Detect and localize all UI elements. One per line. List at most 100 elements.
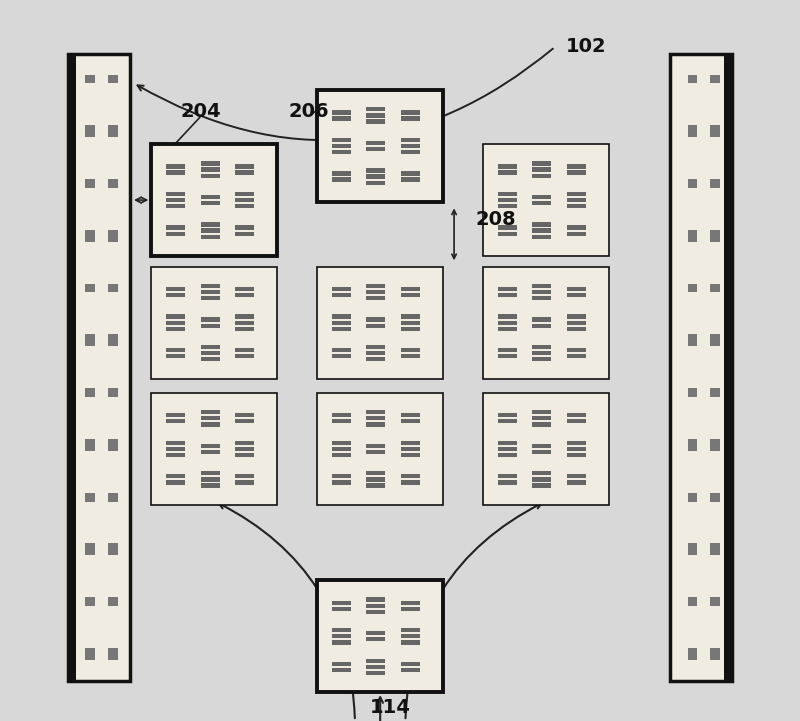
Bar (401, 138, 420, 142)
Bar (687, 337, 697, 343)
Bar (235, 164, 254, 169)
Bar (710, 389, 719, 394)
Bar (166, 198, 185, 202)
Bar (166, 231, 185, 236)
Bar (532, 483, 551, 487)
Bar (401, 110, 420, 115)
Bar (201, 162, 219, 166)
Bar (498, 164, 517, 169)
Bar (151, 144, 278, 256)
Bar (108, 180, 118, 185)
Bar (401, 348, 420, 353)
Bar (532, 174, 551, 178)
Bar (710, 544, 719, 549)
Bar (201, 351, 219, 355)
Bar (532, 162, 551, 166)
Bar (317, 580, 443, 692)
Bar (108, 75, 118, 80)
Bar (86, 132, 95, 137)
Bar (86, 544, 95, 549)
Bar (710, 439, 719, 444)
Bar (201, 423, 219, 427)
Bar (687, 75, 697, 80)
Bar (566, 447, 586, 451)
Bar (86, 233, 95, 239)
Text: 114: 114 (370, 699, 411, 717)
Bar (687, 392, 697, 397)
Bar (710, 182, 719, 188)
Bar (710, 496, 719, 502)
Bar (687, 651, 697, 657)
Bar (566, 170, 586, 174)
Bar (710, 341, 719, 346)
Bar (724, 54, 732, 681)
Bar (366, 603, 386, 608)
Bar (201, 195, 219, 199)
Bar (235, 170, 254, 174)
Bar (201, 450, 219, 454)
Bar (201, 471, 219, 475)
Bar (687, 341, 697, 346)
Bar (235, 293, 254, 297)
Bar (532, 222, 551, 226)
Bar (166, 453, 185, 457)
Bar (86, 601, 95, 606)
Bar (532, 284, 551, 288)
Bar (710, 233, 719, 239)
Bar (687, 236, 697, 242)
Bar (166, 164, 185, 169)
Bar (401, 480, 420, 485)
Bar (566, 321, 586, 324)
Bar (86, 496, 95, 502)
Bar (108, 132, 118, 137)
Bar (566, 198, 586, 202)
Bar (201, 229, 219, 233)
Bar (366, 147, 386, 151)
Bar (366, 416, 386, 420)
Bar (498, 287, 517, 291)
Bar (108, 337, 118, 343)
Bar (332, 314, 351, 319)
Bar (687, 335, 697, 340)
Bar (86, 550, 95, 555)
Bar (401, 293, 420, 297)
Bar (401, 662, 420, 666)
Bar (401, 640, 420, 645)
Bar (366, 471, 386, 475)
Bar (366, 598, 386, 602)
Bar (86, 392, 95, 397)
Bar (710, 601, 719, 606)
Bar (332, 150, 351, 154)
Bar (532, 471, 551, 475)
Bar (108, 230, 118, 235)
Bar (401, 314, 420, 319)
Bar (566, 287, 586, 291)
Bar (498, 447, 517, 451)
Bar (86, 598, 95, 603)
Bar (498, 419, 517, 423)
Bar (317, 267, 443, 379)
Bar (86, 180, 95, 185)
Bar (332, 628, 351, 632)
Bar (86, 335, 95, 340)
Bar (710, 230, 719, 235)
Bar (332, 474, 351, 479)
Bar (498, 314, 517, 319)
Bar (532, 324, 551, 328)
Bar (532, 416, 551, 420)
Bar (498, 293, 517, 297)
Bar (366, 290, 386, 294)
Bar (108, 392, 118, 397)
Bar (710, 287, 719, 293)
Bar (401, 668, 420, 672)
Bar (201, 284, 219, 288)
Bar (532, 234, 551, 239)
Bar (366, 180, 386, 185)
Bar (108, 125, 118, 131)
Bar (332, 668, 351, 672)
Bar (86, 547, 95, 552)
Bar (332, 172, 351, 176)
Bar (710, 651, 719, 657)
Bar (498, 474, 517, 479)
Bar (366, 317, 386, 322)
